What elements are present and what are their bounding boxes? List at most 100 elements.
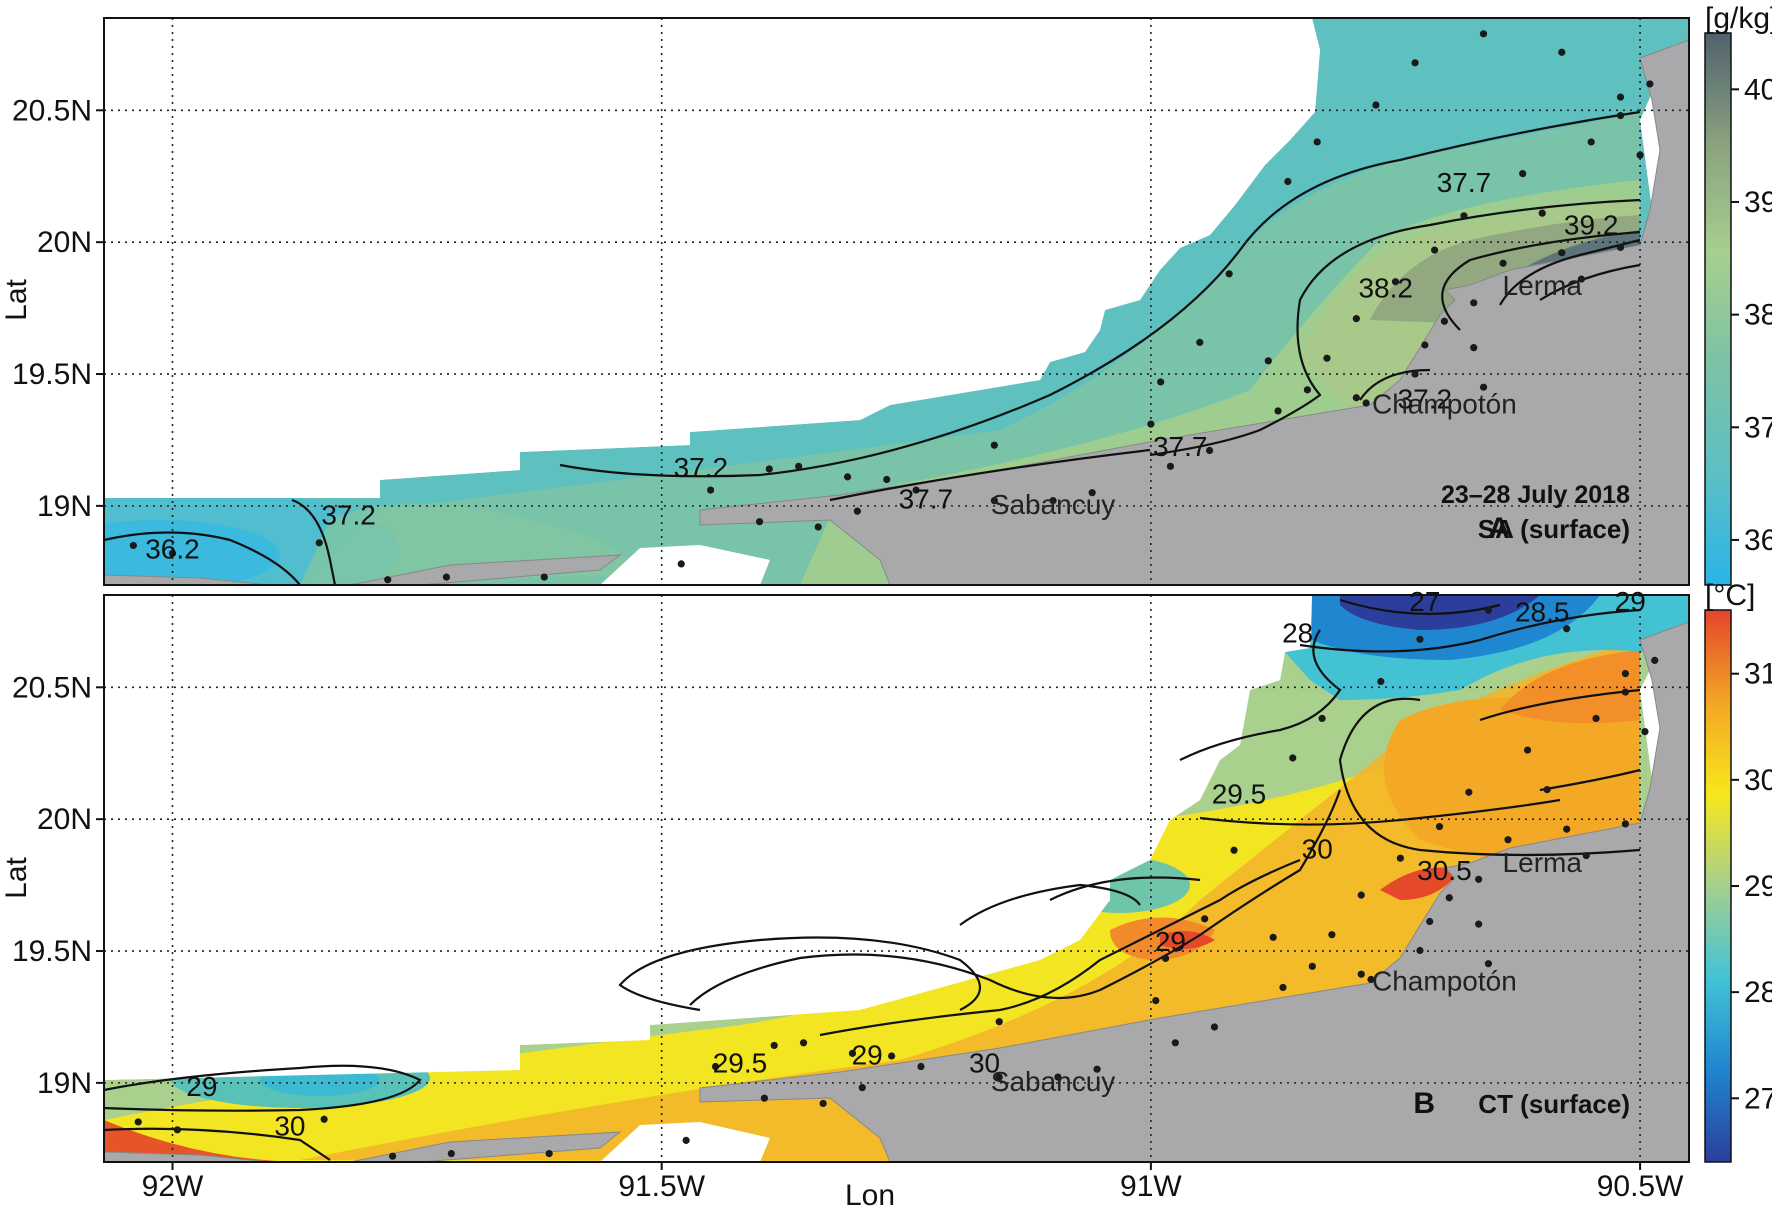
station-dot — [1440, 317, 1449, 325]
colorbar-b-ramp — [1704, 609, 1732, 1163]
station-dot — [1391, 278, 1400, 286]
station-dot — [990, 441, 998, 449]
place-label-lerma: Lerma — [1503, 270, 1583, 301]
station-dot — [995, 1018, 1003, 1026]
station-dot — [1504, 836, 1512, 844]
station-dot — [1152, 997, 1160, 1005]
panel-b-temperature-map: 29 30 29.5 29 30 29 29.5 30 30.5 28 27 28.5 29 Lerma… — [103, 586, 1690, 1163]
station-dot — [917, 1062, 925, 1071]
colorbar-tick-label: 30 — [1744, 764, 1772, 797]
station-dot — [858, 1084, 866, 1092]
station-dot — [1460, 212, 1468, 220]
colorbar-tick-label: 40 — [1744, 73, 1772, 106]
x-tick-label: 90.5W — [1597, 1170, 1684, 1203]
station-dot — [1357, 891, 1365, 899]
station-dot — [1372, 101, 1380, 109]
station-dot — [1274, 407, 1282, 415]
station-points-a — [129, 30, 1654, 584]
station-dot — [1641, 728, 1649, 736]
station-dot — [1621, 669, 1630, 678]
contour-label: 37.2 — [321, 499, 376, 530]
station-dot — [1396, 854, 1404, 862]
station-dot — [129, 541, 137, 550]
station-dot — [843, 473, 852, 481]
station-dot — [1577, 275, 1585, 283]
place-label-champotn: Champotón — [1372, 966, 1517, 997]
contour-label: 38.2 — [1358, 273, 1413, 304]
station-dot — [799, 1039, 808, 1047]
station-points-b — [134, 606, 1659, 1160]
station-dot — [1426, 917, 1434, 926]
station-dot — [1484, 960, 1493, 968]
station-dot — [814, 523, 822, 531]
contour-label: 36.2 — [145, 534, 200, 565]
salinity-contours — [104, 110, 1641, 585]
station-dot — [442, 573, 451, 581]
station-dot — [134, 1118, 142, 1126]
station-dot — [1587, 138, 1595, 146]
colorbar-tick-label: 36 — [1744, 524, 1772, 557]
colorbar-tick-label: 28 — [1744, 976, 1772, 1009]
panel-a-title: SA (surface) — [1478, 514, 1630, 544]
station-dot — [1279, 983, 1287, 992]
place-labels-b: Lerma Champotón Sabancuy — [991, 847, 1583, 1097]
panel-a-letter: A — [1488, 512, 1510, 545]
colorbar-tick-label: 37 — [1744, 411, 1772, 444]
station-dot — [1519, 169, 1527, 178]
contour-label: 28 — [1282, 617, 1313, 648]
station-dot — [1558, 48, 1566, 56]
station-dot — [545, 1149, 553, 1158]
station-dot — [1230, 846, 1238, 854]
y-tick-label: 19N — [37, 490, 92, 523]
station-dot — [1651, 656, 1659, 665]
colorbar-temperature: [°C] 27 28 29 30 31 — [1704, 579, 1772, 1163]
station-dot — [1538, 209, 1546, 217]
y-tick-label: 19.5N — [12, 935, 92, 968]
contour-label: 30 — [969, 1047, 1000, 1078]
land-mass-a — [699, 39, 1689, 585]
station-dot — [883, 475, 891, 484]
station-dot — [1499, 259, 1507, 267]
station-dot — [1225, 270, 1233, 278]
station-dot — [1616, 111, 1625, 120]
contour-label: 37.7 — [899, 484, 954, 515]
station-dot — [1201, 915, 1209, 923]
station-dot — [819, 1099, 827, 1108]
colorbar-b-unit: [°C] — [1705, 579, 1755, 612]
station-dot — [1543, 786, 1551, 794]
contour-label: 30.5 — [1417, 855, 1472, 886]
y-tick-label: 19N — [37, 1067, 92, 1100]
station-dot — [1284, 177, 1292, 186]
y-tick-label: 20.5N — [12, 94, 92, 127]
contour-label: 28.5 — [1515, 596, 1570, 627]
station-dot — [1416, 946, 1424, 955]
station-dot — [1313, 138, 1321, 146]
station-dot — [1470, 344, 1478, 352]
graticule-a — [104, 18, 1689, 585]
panel-b-title: CT (surface) — [1478, 1089, 1630, 1119]
station-dot — [173, 1126, 181, 1134]
contour-label: 30 — [1302, 834, 1333, 865]
contour-label: 29.5 — [713, 1047, 768, 1078]
station-dot — [389, 1152, 397, 1160]
place-labels-a: Lerma Champotón Sabancuy — [991, 270, 1583, 520]
station-dot — [1318, 714, 1326, 723]
station-dot — [990, 497, 998, 505]
station-dot — [760, 1094, 769, 1102]
contour-label: 29.5 — [1212, 778, 1267, 809]
contour-label: 29 — [1155, 926, 1186, 957]
y-axis-label-b: Lat — [0, 856, 33, 898]
contour-label: 27 — [1409, 586, 1440, 617]
place-label-lerma: Lerma — [1503, 847, 1583, 878]
y-tick-label: 20N — [37, 803, 92, 836]
station-dot — [795, 462, 803, 470]
y-axis-tick-labels-b: 20.5N 20N 19.5N 19N — [12, 671, 104, 1100]
station-dot — [1563, 825, 1571, 833]
station-dot — [168, 549, 177, 557]
station-dot — [1264, 357, 1272, 365]
station-dot — [384, 576, 392, 584]
contour-label: 29 — [186, 1071, 217, 1102]
contour-label: 30 — [274, 1111, 305, 1142]
y-axis-label-a: Lat — [0, 278, 33, 320]
